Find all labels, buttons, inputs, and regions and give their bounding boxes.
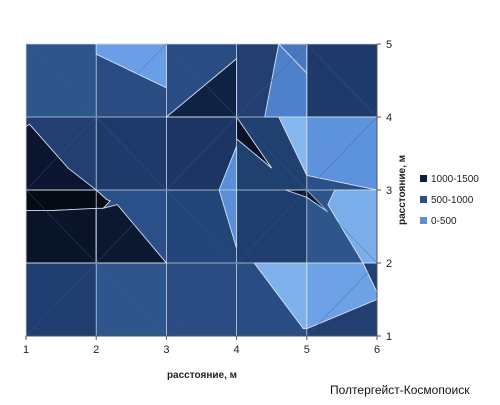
x-tick-label: 2 bbox=[93, 344, 99, 356]
triangulation-line bbox=[95, 262, 167, 337]
legend-label: 1000-1500 bbox=[431, 174, 479, 185]
x-tick-label: 5 bbox=[304, 344, 310, 356]
triangulation-line bbox=[166, 189, 237, 264]
triangulation-line bbox=[25, 116, 97, 191]
x-axis-ticks: 1 2 3 4 5 6 bbox=[23, 336, 380, 356]
triangulation-line bbox=[306, 262, 378, 337]
x-tick-label: 3 bbox=[163, 344, 169, 356]
watermark-text: Полтергейст-Космопоиск bbox=[330, 383, 470, 397]
x-tick-label: 6 bbox=[374, 344, 380, 356]
triangulation-line bbox=[166, 262, 237, 337]
triangulation-line bbox=[306, 116, 378, 191]
x-tick-label: 4 bbox=[234, 344, 240, 356]
triangulation-line bbox=[166, 43, 237, 118]
triangulation-line bbox=[306, 43, 378, 118]
legend: 1000-1500 500-1000 0-500 bbox=[420, 174, 479, 227]
triangulation-line bbox=[236, 189, 308, 264]
triangulation-line bbox=[25, 43, 97, 118]
triangulation-line bbox=[236, 116, 308, 191]
y-axis-ticks: 1 2 3 4 5 bbox=[377, 39, 392, 343]
x-axis-title: расстояние, м bbox=[167, 370, 237, 381]
contour-region bbox=[25, 207, 97, 264]
y-tick-label: 3 bbox=[386, 185, 392, 197]
triangulation-line bbox=[95, 189, 167, 264]
x-tick-label: 1 bbox=[23, 344, 29, 356]
y-tick-label: 2 bbox=[386, 258, 392, 270]
y-axis-title: расстояние, м bbox=[397, 155, 408, 225]
legend-swatch bbox=[420, 217, 427, 224]
y-tick-label: 5 bbox=[386, 39, 392, 51]
legend-label: 0-500 bbox=[431, 216, 457, 227]
triangulation-line bbox=[166, 116, 237, 191]
contour-region bbox=[25, 189, 111, 211]
triangulation-line bbox=[236, 43, 308, 118]
triangulation-line bbox=[25, 189, 97, 264]
legend-swatch bbox=[420, 196, 427, 203]
triangulation-line bbox=[95, 43, 167, 118]
triangulation-lines bbox=[25, 43, 378, 337]
triangulation-line bbox=[25, 262, 97, 337]
triangulation-line bbox=[95, 116, 167, 191]
y-tick-label: 1 bbox=[386, 331, 392, 343]
triangulation-line bbox=[236, 262, 308, 337]
y-tick-label: 4 bbox=[386, 112, 392, 124]
legend-label: 500-1000 bbox=[431, 195, 474, 206]
triangulation-line bbox=[306, 189, 378, 264]
legend-swatch bbox=[420, 175, 427, 182]
